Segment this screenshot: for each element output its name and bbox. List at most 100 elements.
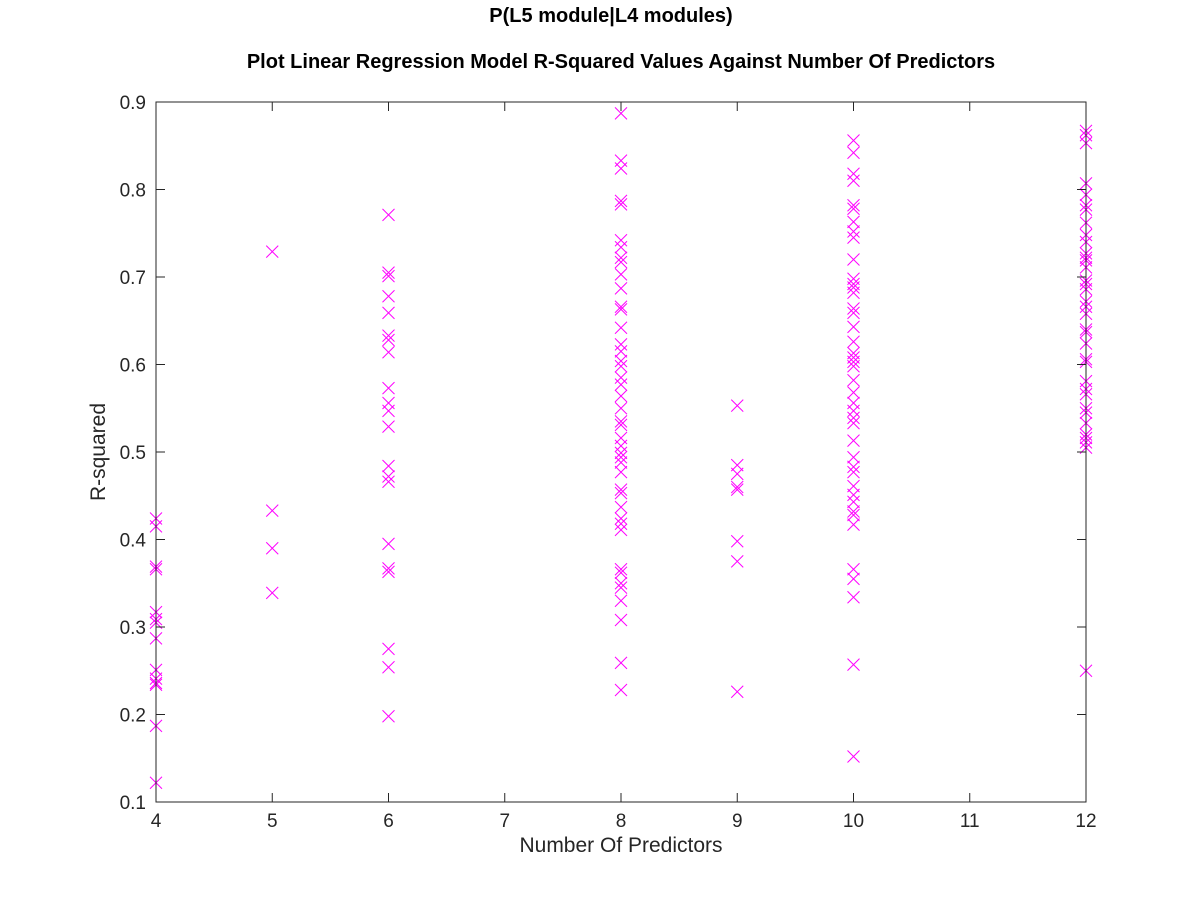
data-point-marker xyxy=(847,416,860,430)
data-point-marker xyxy=(614,439,628,453)
data-point-marker xyxy=(847,355,860,369)
data-point-marker xyxy=(382,459,395,473)
data-point-marker xyxy=(847,215,860,229)
data-point-marker xyxy=(847,404,860,418)
data-point-marker xyxy=(847,508,860,522)
data-point-marker xyxy=(614,354,628,368)
data-point-marker xyxy=(730,555,744,568)
x-axis-ticks: 4 5 6 7 8 9 10 11 12 xyxy=(151,102,1097,832)
data-point-marker xyxy=(847,658,860,671)
data-point-marker xyxy=(847,590,860,604)
data-point-marker xyxy=(847,202,860,216)
data-point-marker xyxy=(847,134,860,147)
data-point-marker xyxy=(382,404,395,418)
data-point-marker xyxy=(614,450,628,464)
data-point-marker xyxy=(614,359,628,373)
data-point-marker xyxy=(614,345,628,358)
data-point-marker xyxy=(614,594,628,608)
y-tick-label: 0.9 xyxy=(120,93,146,114)
y-axis-ticks: 0.1 0.2 0.3 0.4 0.5 0.6 0.7 0.8 0.9 xyxy=(120,93,1086,814)
data-point-marker xyxy=(847,281,860,294)
data-point-marker xyxy=(847,346,860,360)
data-point-marker xyxy=(614,338,628,351)
data-point-marker xyxy=(614,162,628,175)
data-point-marker xyxy=(847,411,860,425)
data-point-marker xyxy=(847,460,860,474)
data-point-marker xyxy=(382,269,395,283)
data-point-marker xyxy=(614,300,628,314)
data-point-marker xyxy=(382,475,395,489)
data-point-marker xyxy=(382,470,395,483)
data-point-marker xyxy=(382,660,395,674)
data-point-marker xyxy=(847,253,860,266)
y-tick-label: 0.6 xyxy=(120,356,146,377)
data-point-marker xyxy=(847,518,860,531)
data-point-marker xyxy=(847,335,860,349)
data-point-marker xyxy=(382,537,395,551)
y-axis-label: R-squared xyxy=(87,403,110,501)
data-point-marker xyxy=(847,320,860,334)
data-point-marker xyxy=(730,399,744,412)
x-tick-label: 8 xyxy=(616,811,627,832)
data-point-marker xyxy=(730,480,744,494)
data-point-marker xyxy=(847,465,860,479)
data-point-marker xyxy=(265,541,279,555)
chart-title: P(L5 module|L4 modules) xyxy=(489,5,732,27)
data-point-marker xyxy=(614,240,628,254)
data-point-marker xyxy=(382,345,395,359)
data-point-marker xyxy=(847,434,860,447)
data-point-marker xyxy=(265,586,279,600)
data-point-marker xyxy=(382,289,395,303)
data-point-marker xyxy=(847,146,860,160)
data-point-marker xyxy=(847,373,860,387)
data-point-marker xyxy=(847,167,860,181)
x-tick-label: 6 xyxy=(383,811,394,832)
data-point-marker xyxy=(847,174,860,188)
data-point-marker xyxy=(614,371,628,384)
x-tick-label: 7 xyxy=(499,811,510,832)
data-point-marker xyxy=(730,458,744,472)
data-point-marker xyxy=(847,359,860,373)
data-point-marker xyxy=(847,488,860,502)
data-point-marker xyxy=(614,512,628,525)
data-point-marker xyxy=(614,446,628,460)
data-point-marker xyxy=(847,351,860,364)
data-point-marker xyxy=(382,306,395,320)
data-point-marker xyxy=(614,303,628,316)
data-point-marker xyxy=(847,286,860,300)
data-point-marker xyxy=(614,415,628,428)
y-tick-label: 0.7 xyxy=(120,268,146,289)
data-point-marker xyxy=(382,562,395,575)
data-point-marker xyxy=(614,401,628,415)
data-point-marker xyxy=(614,576,628,590)
data-point-marker xyxy=(614,107,628,120)
data-point-marker xyxy=(847,225,860,238)
data-point-marker xyxy=(614,233,628,247)
y-tick-label: 0.5 xyxy=(120,443,146,464)
data-point-marker xyxy=(847,272,860,286)
data-point-marker xyxy=(614,198,628,211)
data-point-marker xyxy=(614,581,628,594)
data-point-marker xyxy=(614,465,628,479)
x-tick-label: 10 xyxy=(843,811,864,832)
data-point-marker xyxy=(265,504,279,517)
y-tick-label: 0.2 xyxy=(120,706,146,727)
x-tick-label: 5 xyxy=(267,811,278,832)
data-point-marker xyxy=(614,389,628,403)
x-tick-label: 4 xyxy=(151,811,162,832)
data-point-marker xyxy=(382,709,395,723)
data-point-marker xyxy=(847,495,860,509)
data-point-marker xyxy=(382,333,395,347)
data-point-marker xyxy=(614,321,628,335)
data-point-marker xyxy=(382,381,395,395)
data-point-marker xyxy=(614,251,628,265)
x-tick-label: 9 xyxy=(732,811,743,832)
data-point-marker xyxy=(847,306,860,320)
data-point-marker xyxy=(847,386,860,399)
y-tick-label: 0.8 xyxy=(120,181,146,202)
data-point-marker xyxy=(730,483,744,496)
data-point-marker xyxy=(614,500,628,514)
data-point-marker xyxy=(614,418,628,432)
data-point-marker xyxy=(847,750,860,763)
